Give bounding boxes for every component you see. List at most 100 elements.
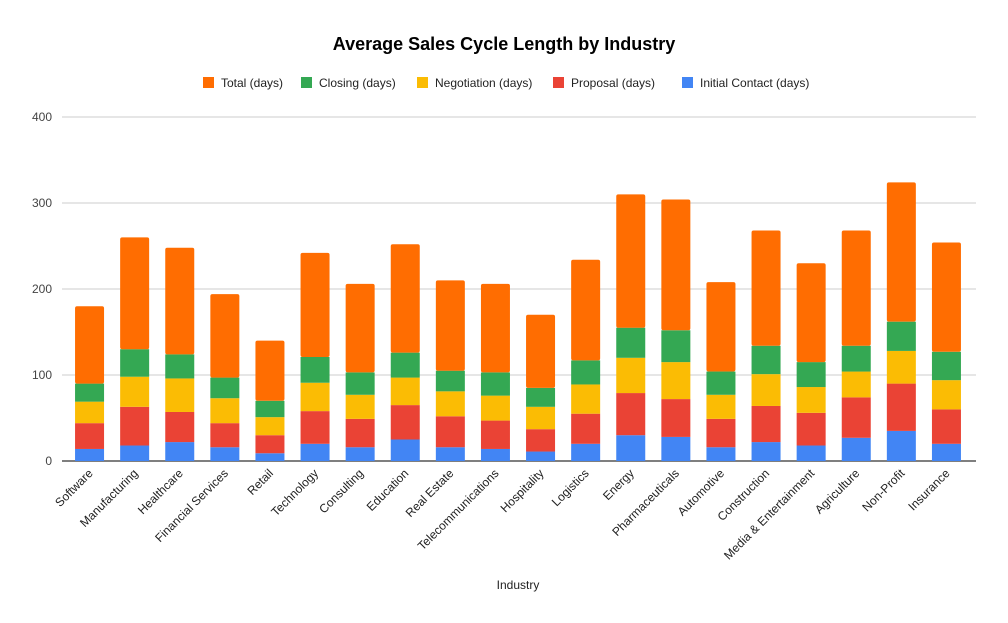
legend: Total (days) Closing (days) Negotiation (d… (203, 76, 809, 90)
bar-segment-initial-contact-days (210, 447, 240, 461)
bar-segment-proposal-days (165, 411, 195, 443)
bar-segment-closing-days (841, 345, 871, 372)
legend-label: Initial Contact (days) (700, 76, 809, 90)
bar-segment-closing-days (390, 352, 420, 378)
bar-segment-initial-contact-days (571, 443, 601, 461)
bar-segment-proposal-days (616, 393, 646, 436)
bar-segment-proposal-days (435, 416, 465, 448)
x-tick-label: Media & Entertainment (721, 466, 818, 563)
y-tick-label: 100 (32, 368, 52, 382)
bar-segment-proposal-days (931, 409, 961, 444)
bar-segment-closing-days (165, 354, 195, 379)
x-tick-label: Telecommunications (415, 466, 502, 553)
bar-segment-closing-days (661, 330, 691, 363)
bar-segment-proposal-days (300, 411, 330, 444)
x-tick-label: Hospitality (498, 466, 547, 515)
bar-segment-proposal-days (480, 420, 510, 449)
x-axis-title: Industry (497, 578, 540, 592)
bar-segment-negotiation-days (886, 350, 916, 384)
bar-segment-total-days (931, 242, 961, 352)
bar-segment-negotiation-days (435, 391, 465, 417)
bar-segment-total-days (480, 283, 510, 373)
x-tick-label: Technology (268, 466, 321, 519)
bar-segment-initial-contact-days (300, 443, 330, 461)
bar-segment-initial-contact-days (751, 442, 781, 461)
bar-segment-negotiation-days (661, 362, 691, 400)
legend-label: Closing (days) (319, 76, 396, 90)
bar-segment-closing-days (435, 370, 465, 392)
bar-segment-negotiation-days (526, 406, 556, 430)
y-tick-label: 0 (45, 454, 52, 468)
bar-segment-total-days (751, 230, 781, 346)
bar-segment-closing-days (931, 351, 961, 381)
bar-segment-proposal-days (75, 423, 105, 449)
bar-segment-total-days (841, 230, 871, 346)
bar-segment-initial-contact-days (841, 437, 871, 461)
legend-label: Proposal (days) (571, 76, 655, 90)
chart-title: Average Sales Cycle Length by Industry (333, 34, 675, 54)
bar-segment-negotiation-days (165, 378, 195, 412)
bar-segment-proposal-days (661, 399, 691, 437)
bar-segment-total-days (255, 340, 285, 401)
bar-segment-initial-contact-days (796, 445, 826, 461)
bar-segment-initial-contact-days (480, 448, 510, 461)
x-tick-label: Agriculture (812, 466, 863, 517)
legend-swatch (203, 77, 214, 88)
bar-segment-initial-contact-days (526, 451, 556, 461)
bar-segment-closing-days (886, 321, 916, 351)
legend-label: Total (days) (221, 76, 283, 90)
bar-segment-total-days (435, 280, 465, 371)
bar-segment-initial-contact-days (661, 436, 691, 461)
legend-swatch (553, 77, 564, 88)
bar-segment-initial-contact-days (706, 447, 736, 461)
x-tick-label: Logistics (549, 466, 592, 509)
y-tick-label: 200 (32, 282, 52, 296)
bar-segment-negotiation-days (75, 401, 105, 424)
bar-segment-total-days (345, 283, 375, 373)
legend-item: Proposal (days) (553, 76, 655, 90)
bar-segment-initial-contact-days (255, 453, 285, 461)
x-tick-label: Consulting (316, 466, 366, 516)
x-tick-label: Education (364, 466, 412, 514)
bar-segment-total-days (886, 182, 916, 322)
x-tick-label: Insurance (905, 466, 952, 513)
bar-segment-initial-contact-days (931, 443, 961, 461)
bar-segment-total-days (526, 314, 556, 388)
bar-segment-proposal-days (255, 435, 285, 454)
bar-segment-closing-days (571, 360, 601, 385)
bar-segment-initial-contact-days (390, 439, 420, 461)
bar-segment-total-days (616, 194, 646, 328)
bar-segment-negotiation-days (931, 380, 961, 410)
bar-segment-proposal-days (526, 429, 556, 452)
legend-item: Total (days) (203, 76, 283, 90)
bar-segment-initial-contact-days (886, 430, 916, 461)
bar-segment-negotiation-days (480, 395, 510, 421)
bar-segment-negotiation-days (300, 382, 330, 412)
x-tick-label: Software (52, 466, 96, 510)
bar-segment-initial-contact-days (616, 435, 646, 461)
x-tick-label: Non-Profit (859, 466, 908, 515)
legend-item: Closing (days) (301, 76, 396, 90)
bar-segment-total-days (210, 294, 240, 378)
legend-swatch (682, 77, 693, 88)
bars (75, 182, 961, 461)
legend-swatch (417, 77, 428, 88)
bar-segment-total-days (75, 306, 105, 384)
bar-segment-proposal-days (886, 383, 916, 431)
bar-segment-initial-contact-days (165, 442, 195, 461)
bar-segment-initial-contact-days (120, 445, 150, 461)
bar-segment-total-days (165, 247, 195, 355)
bar-segment-proposal-days (571, 413, 601, 444)
bar-segment-negotiation-days (345, 394, 375, 419)
bar-segment-negotiation-days (390, 377, 420, 406)
bar-segment-closing-days (255, 400, 285, 418)
bar-segment-negotiation-days (120, 376, 150, 407)
bar-segment-negotiation-days (841, 371, 871, 398)
bar-segment-negotiation-days (706, 394, 736, 419)
legend-label: Negotiation (days) (435, 76, 532, 90)
y-tick-label: 400 (32, 110, 52, 124)
x-tick-label: Retail (244, 466, 276, 498)
x-tick-labels: SoftwareManufacturingHealthcareFinancial… (52, 466, 953, 563)
bar-segment-total-days (120, 237, 150, 350)
